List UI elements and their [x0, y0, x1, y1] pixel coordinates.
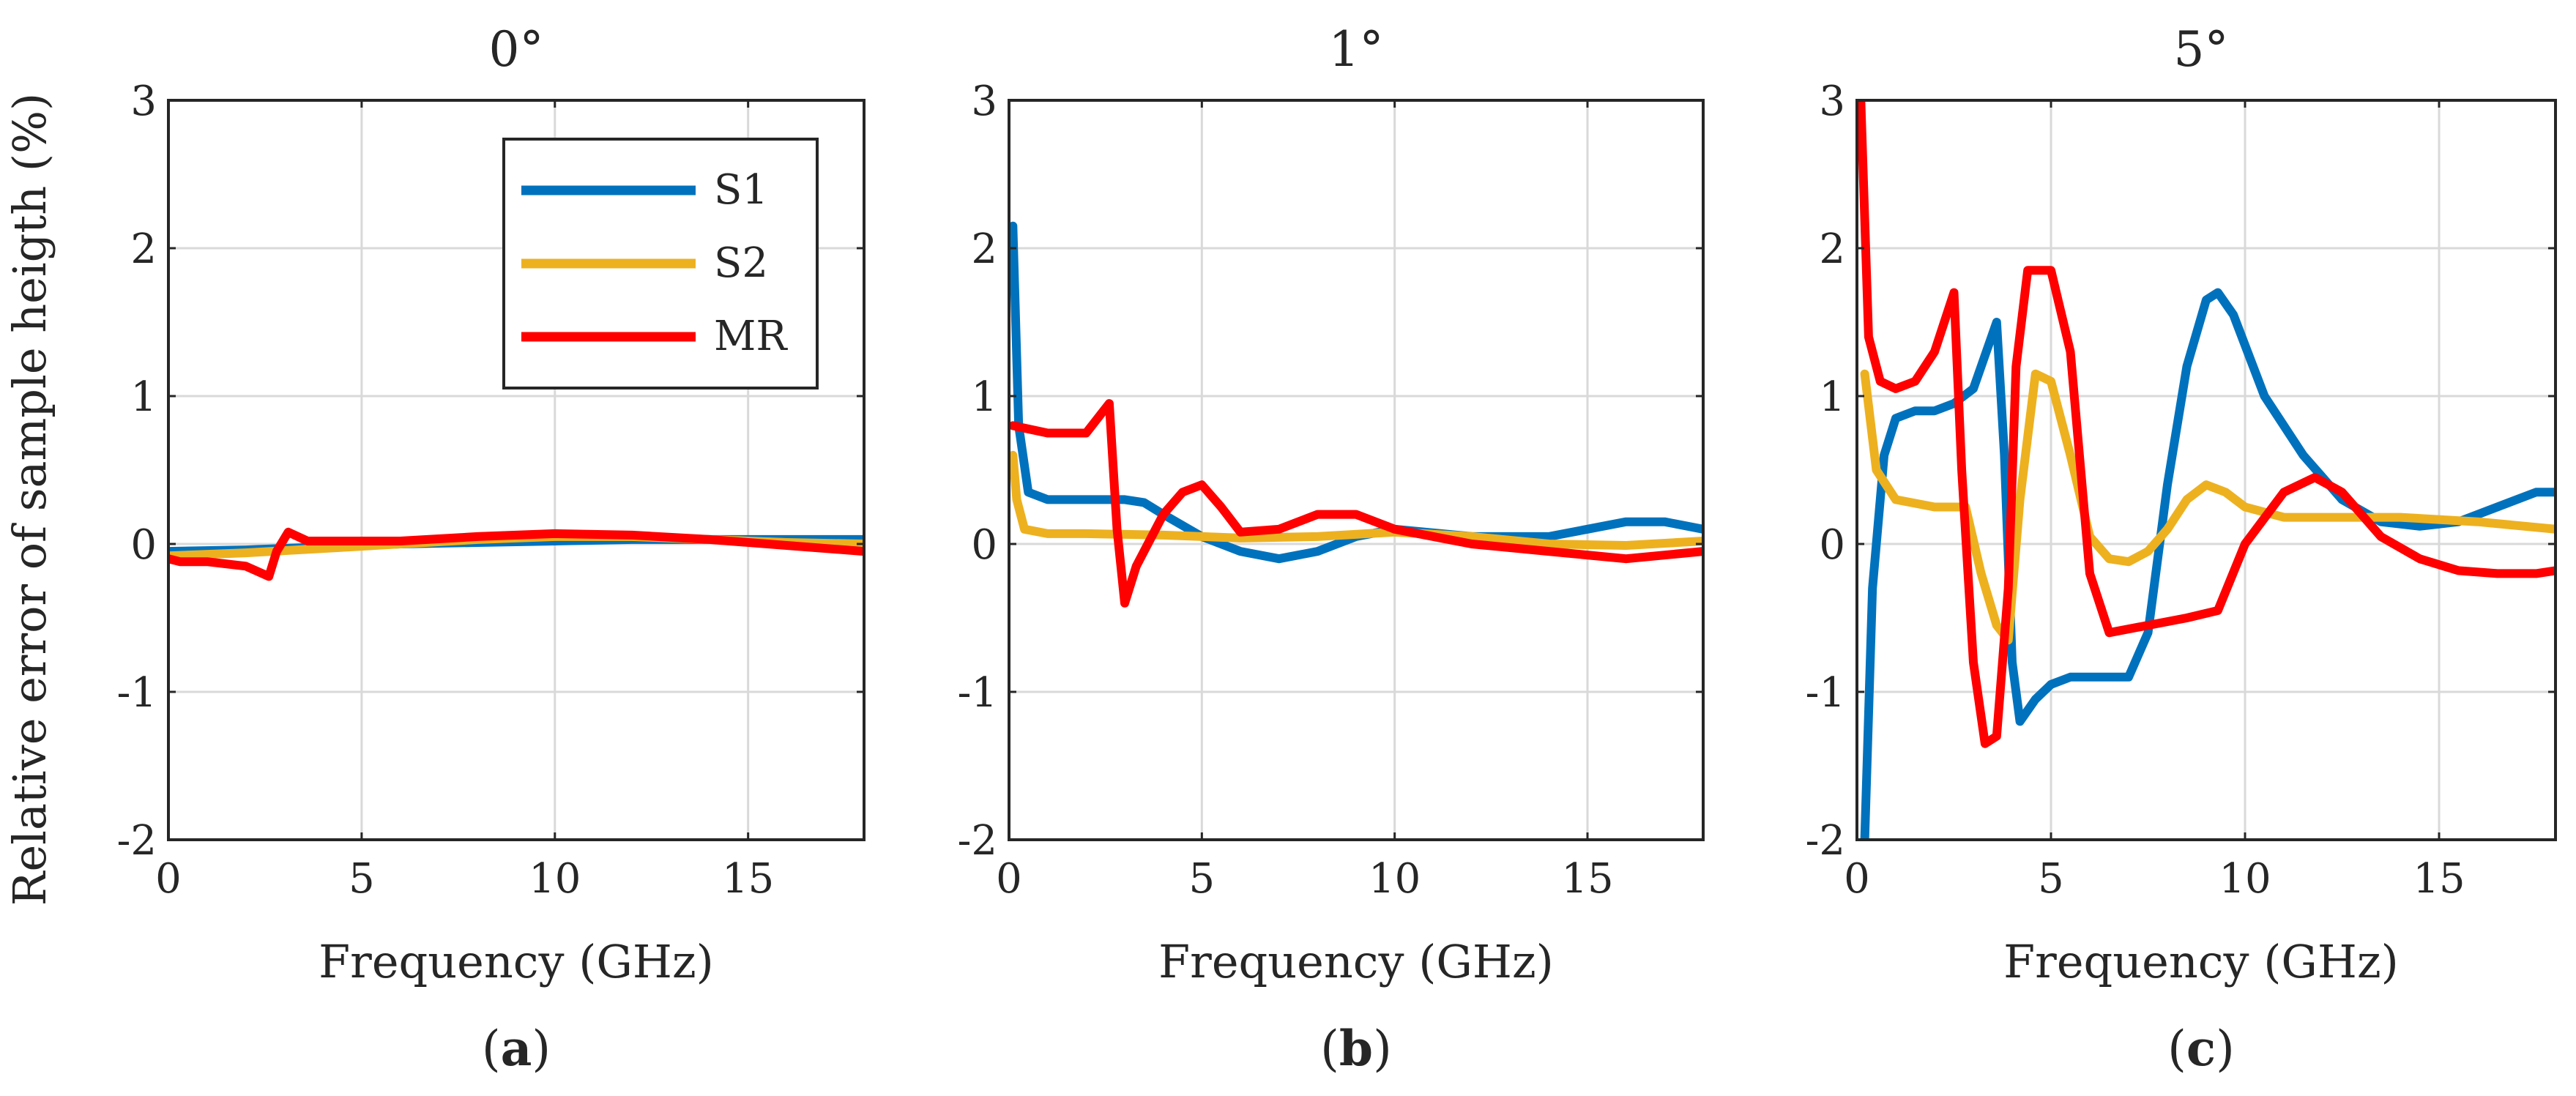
panel-b-series-s2 [1009, 450, 1703, 550]
panel-b: 1° 0 5 10 15 -2 -1 0 1 2 3 Frequency (GHz) (b) [957, 21, 1705, 1077]
panel-c-letter: c [2186, 1020, 2216, 1077]
panel-b-y-tick-label--1: -1 [957, 669, 997, 717]
panel-b-lines [1009, 221, 1703, 608]
panel-a-axes-box [167, 99, 866, 841]
panel-c-title: 5° [2174, 21, 2229, 78]
panel-a-x-tick-label-10: 10 [529, 855, 581, 903]
panel-a-y-tick-label-2: 2 [130, 225, 157, 273]
panel-c-x-axis-label: Frequency (GHz) [2003, 935, 2399, 988]
panel-c-y-tick-label-0: 0 [1819, 521, 1845, 569]
panel-b-x-tick-label-5: 5 [1189, 855, 1216, 903]
panel-b-axes-box [1008, 99, 1705, 841]
panel-c-y-tick-label-1: 1 [1819, 373, 1845, 421]
panel-c-y-tick-label--2: -2 [1805, 817, 1845, 865]
panel-c-axes-box [1855, 99, 2557, 841]
panel-c-y-tick-label--1: -1 [1805, 669, 1845, 717]
panel-a-series-mr [168, 527, 864, 581]
panel-b-grid [1009, 100, 1703, 840]
panel-b-caption: (b) [1320, 1020, 1392, 1077]
panel-c-x-tick-label-5: 5 [2038, 855, 2064, 903]
panel-a-y-tick-label-3: 3 [130, 78, 157, 125]
panel-a: 0° 0 5 10 15 -2 -1 0 1 2 3 Frequency (GHz) (a) S1… [116, 21, 866, 1077]
panel-c-x-tick-label-0: 0 [1844, 855, 1870, 903]
panel-b-series-s1 [1009, 221, 1703, 564]
panel-c-series-mr [1857, 100, 2555, 748]
legend: S1 S2 MR [502, 138, 819, 389]
panel-b-x-tick-label-15: 15 [1561, 855, 1613, 903]
panel-b-ticks: 0 5 10 15 -2 -1 0 1 2 3 [957, 78, 1703, 903]
panel-a-x-axis-label: Frequency (GHz) [319, 935, 714, 988]
legend-label-s1: S1 [714, 166, 768, 214]
panel-c: 5° 0 5 10 15 -2 -1 0 1 2 3 Frequency (GHz) (c) [1805, 21, 2557, 1077]
panel-b-title: 1° [1329, 21, 1384, 78]
panel-a-x-tick-label-5: 5 [349, 855, 375, 903]
panel-a-y-tick-label-0: 0 [130, 521, 157, 569]
panel-c-x-tick-label-15: 15 [2413, 855, 2465, 903]
panel-a-title: 0° [489, 21, 544, 78]
panel-a-y-tick-label--2: -2 [116, 817, 157, 865]
panel-b-y-tick-label--2: -2 [957, 817, 997, 865]
panel-b-letter: b [1339, 1020, 1373, 1077]
panel-c-ticks: 0 5 10 15 -2 -1 0 1 2 3 [1805, 78, 2555, 903]
panel-a-ticks: 0 5 10 15 -2 -1 0 1 2 3 [116, 78, 864, 903]
panel-b-y-tick-label-1: 1 [971, 373, 997, 421]
panel-c-lines [1857, 100, 2555, 840]
panel-b-x-axis-label: Frequency (GHz) [1158, 935, 1554, 988]
panel-a-letter: a [501, 1020, 532, 1077]
panel-b-series-mr [1009, 399, 1703, 608]
panel-c-x-tick-label-10: 10 [2219, 855, 2271, 903]
panel-a-caption: (a) [482, 1020, 551, 1077]
legend-label-s2: S2 [714, 239, 768, 287]
panel-c-y-tick-label-2: 2 [1819, 225, 1845, 273]
panel-a-y-tick-label-1: 1 [130, 373, 157, 421]
panel-c-caption: (c) [2167, 1020, 2235, 1077]
y-axis-label: Relative error of sample heigth (%) [3, 93, 56, 906]
panel-b-y-tick-label-0: 0 [971, 521, 997, 569]
legend-label-mr: MR [714, 313, 788, 360]
panel-b-x-tick-label-0: 0 [996, 855, 1022, 903]
panel-b-x-tick-label-10: 10 [1369, 855, 1421, 903]
panel-c-y-tick-label-3: 3 [1819, 78, 1845, 125]
panel-a-x-tick-label-15: 15 [722, 855, 774, 903]
panel-a-lines [168, 527, 864, 581]
panel-a-x-tick-label-0: 0 [155, 855, 182, 903]
panel-a-y-tick-label--1: -1 [116, 669, 157, 717]
panel-b-y-tick-label-2: 2 [971, 225, 997, 273]
panel-b-y-tick-label-3: 3 [971, 78, 997, 125]
